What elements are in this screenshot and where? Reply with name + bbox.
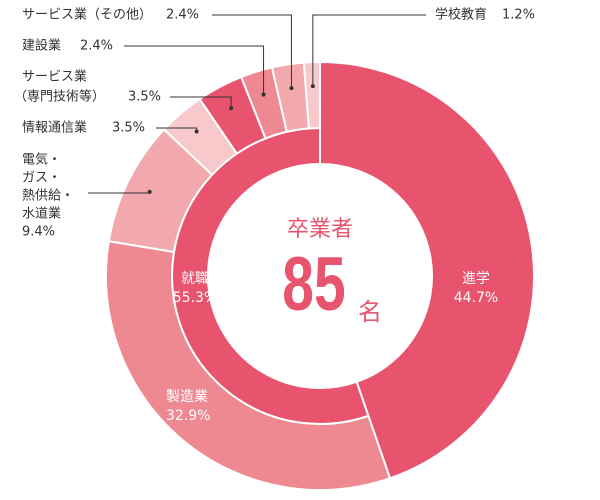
outer-label: 学校教育 — [435, 7, 487, 23]
inner-label: 就職 — [181, 271, 209, 287]
outer-label: 製造業 — [166, 389, 208, 405]
outer-label: 熱供給・ — [22, 189, 74, 204]
outer-label: サービス業 — [22, 69, 87, 85]
outer-label: サービス業（その他） — [22, 7, 152, 23]
outer-label: 情報通信業 — [22, 120, 87, 136]
leader-line — [212, 14, 292, 89]
leader-dot — [310, 84, 315, 89]
leader-line — [170, 96, 232, 109]
outer-label: （専門技術等） — [14, 89, 105, 105]
inner-label: 進学 — [462, 271, 490, 287]
leader-dot — [261, 92, 266, 97]
center-value: 85 — [282, 242, 345, 327]
center-unit: 名 — [358, 298, 382, 326]
leader-line — [124, 45, 265, 95]
leader-dot — [229, 106, 234, 111]
inner-value-label: 55.3% — [173, 290, 217, 306]
outer-value-label: 32.9% — [166, 408, 210, 424]
outer-value-label: 3.5% — [128, 90, 161, 105]
center-title: 卒業者 — [287, 217, 353, 242]
outer-value-label: 1.2% — [502, 8, 535, 23]
leader-dot — [147, 189, 152, 194]
outer-label: 建設業 — [22, 38, 61, 54]
outer-value-label: 2.4% — [80, 39, 113, 54]
outer-segment — [105, 240, 392, 491]
outer-value-label: 9.4% — [22, 225, 55, 240]
outer-value-label: 2.4% — [166, 8, 199, 23]
outer-label: 水道業 — [22, 206, 61, 222]
outer-segment — [302, 60, 321, 130]
inner-segment — [319, 60, 535, 480]
outer-label: 電気・ — [22, 152, 61, 168]
outer-value-label: 3.5% — [112, 121, 145, 136]
outer-label: ガス・ — [22, 171, 61, 186]
leader-dot — [289, 86, 294, 91]
leader-line — [312, 14, 426, 87]
leader-dot — [194, 129, 199, 134]
inner-value-label: 44.7% — [454, 290, 498, 306]
